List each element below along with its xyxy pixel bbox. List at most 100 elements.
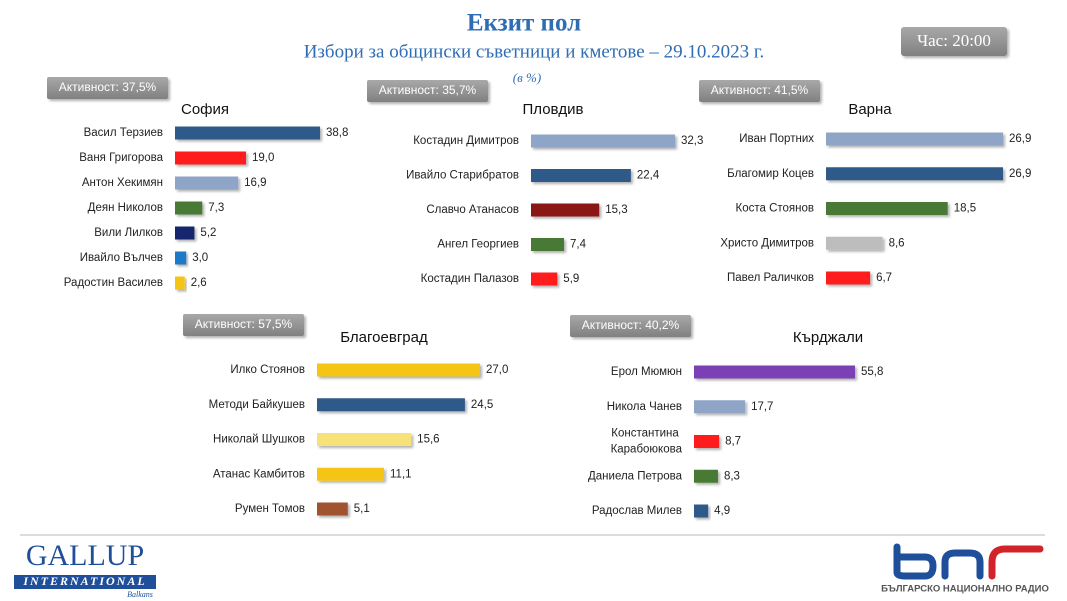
category-label: Костадин Димитров	[413, 135, 519, 147]
value-label: 18,5	[954, 203, 976, 215]
bar	[317, 363, 480, 377]
chart: Активност: 41,5% Варна Иван Портних 26,9 Бла…	[699, 80, 1031, 285]
category-label: Методи Байкушев	[209, 399, 305, 411]
value-label: 22,4	[637, 170, 660, 182]
bar	[317, 398, 465, 412]
category-label: Деян Николов	[88, 202, 163, 214]
bnr-logo	[893, 543, 1044, 580]
chart: Активност: 37,5% София Васил Терзиев 38,8 Ва…	[47, 77, 348, 290]
annotation-box	[183, 314, 304, 336]
value-label: 8,6	[889, 237, 905, 249]
value-label: 38,8	[326, 127, 348, 139]
value-label: 7,3	[208, 202, 224, 214]
value-label: 2,6	[191, 277, 207, 289]
bar	[694, 435, 720, 448]
bar	[694, 469, 718, 483]
category-label: Даниела Петрова	[588, 470, 683, 482]
category-label: Румен Томов	[235, 503, 305, 515]
bar	[694, 365, 855, 379]
bar	[175, 276, 185, 290]
category-label: Радостин Василев	[64, 277, 163, 289]
gallup-logo: GALLUP	[26, 539, 144, 572]
value-label: 7,4	[570, 239, 587, 251]
category-label: Ивайло Вълчев	[80, 252, 163, 264]
value-label: 55,8	[861, 366, 883, 378]
category-label: Антон Хекимян	[82, 177, 163, 189]
bar	[826, 271, 871, 285]
category-label: Коста Стоянов	[736, 203, 815, 215]
gallup-region: Balkans	[127, 590, 153, 599]
category-label: Костадин Палазов	[421, 273, 519, 285]
bar	[175, 226, 195, 240]
bar	[175, 251, 187, 265]
category-label: Ерол Мюмюн	[611, 366, 682, 378]
bar	[317, 502, 348, 516]
category-label: Константина Карабоюкова	[611, 428, 683, 456]
annotation: Активност: 40,2%	[582, 318, 680, 332]
value-label: 6,7	[876, 272, 892, 284]
bar	[175, 151, 247, 165]
chart-title: Благоевград	[340, 329, 428, 346]
value-label: 5,2	[200, 227, 216, 239]
category-label: Ангел Георгиев	[437, 239, 519, 251]
annotation-box	[570, 315, 691, 337]
category-label: Благомир Коцев	[727, 168, 814, 180]
value-label: 16,9	[244, 177, 266, 189]
bnr-name: БЪЛГАРСКО НАЦИОНАЛНО РАДИО	[881, 584, 1049, 595]
annotation-box	[367, 80, 488, 102]
category-label: Славчо Атанасов	[426, 204, 519, 216]
bar	[531, 272, 558, 286]
value-label: 15,3	[605, 204, 627, 216]
bar	[826, 236, 883, 250]
value-label: 19,0	[252, 152, 274, 164]
category-label: Васил Терзиев	[84, 127, 163, 139]
bar	[826, 132, 1003, 146]
chart-title: Варна	[848, 101, 892, 118]
category-label: Радослав Милев	[592, 505, 682, 517]
category-label: Вили Лилков	[94, 227, 163, 239]
value-label: 3,0	[192, 252, 208, 264]
value-label: 15,6	[417, 434, 439, 446]
chart: Активност: 35,7% Пловдив Костадин Димитров…	[367, 80, 703, 286]
bar	[694, 504, 709, 518]
chart-title: Кърджали	[793, 329, 863, 346]
chart-title: Пловдив	[523, 101, 584, 118]
value-label: 27,0	[486, 364, 508, 376]
annotation: Активност: 35,7%	[379, 83, 477, 97]
page-subtitle: Избори за общински съветници и кметове –…	[304, 41, 765, 62]
category-label: Ваня Григорова	[79, 152, 163, 164]
chart: Активност: 40,2% Кърджали Ерол Мюмюн 55,8 Ни…	[570, 315, 883, 518]
category-label: Христо Димитров	[720, 237, 814, 249]
bar	[531, 203, 600, 217]
annotation-box	[47, 77, 168, 99]
annotation-box	[699, 80, 820, 102]
value-label: 17,7	[751, 401, 773, 413]
value-label: 26,9	[1009, 168, 1031, 180]
bar	[317, 433, 412, 446]
annotation: Активност: 37,5%	[59, 80, 157, 94]
bar	[531, 134, 675, 148]
bar	[826, 167, 1003, 181]
time-box	[901, 27, 1007, 56]
annotation: Активност: 57,5%	[195, 317, 293, 331]
value-label: 11,1	[390, 468, 412, 480]
category-label: Ивайло Старибратов	[406, 170, 519, 182]
unit-note: (в %)	[513, 70, 541, 85]
gallup-sub: INTERNATIONAL	[22, 574, 146, 588]
value-label: 5,1	[354, 503, 370, 515]
category-label: Атанас Камбитов	[213, 468, 305, 480]
category-label: Никола Чанев	[607, 401, 682, 413]
value-label: 5,9	[563, 273, 579, 285]
category-label: Николай Шушков	[213, 434, 305, 446]
value-label: 24,5	[471, 399, 493, 411]
bar	[826, 202, 948, 215]
bar	[317, 467, 385, 481]
bar	[531, 238, 564, 251]
value-label: 26,9	[1009, 133, 1031, 145]
time-label: Час: 20:00	[917, 31, 991, 50]
bar	[694, 400, 746, 414]
value-label: 4,9	[714, 505, 730, 517]
annotation: Активност: 41,5%	[711, 83, 809, 97]
